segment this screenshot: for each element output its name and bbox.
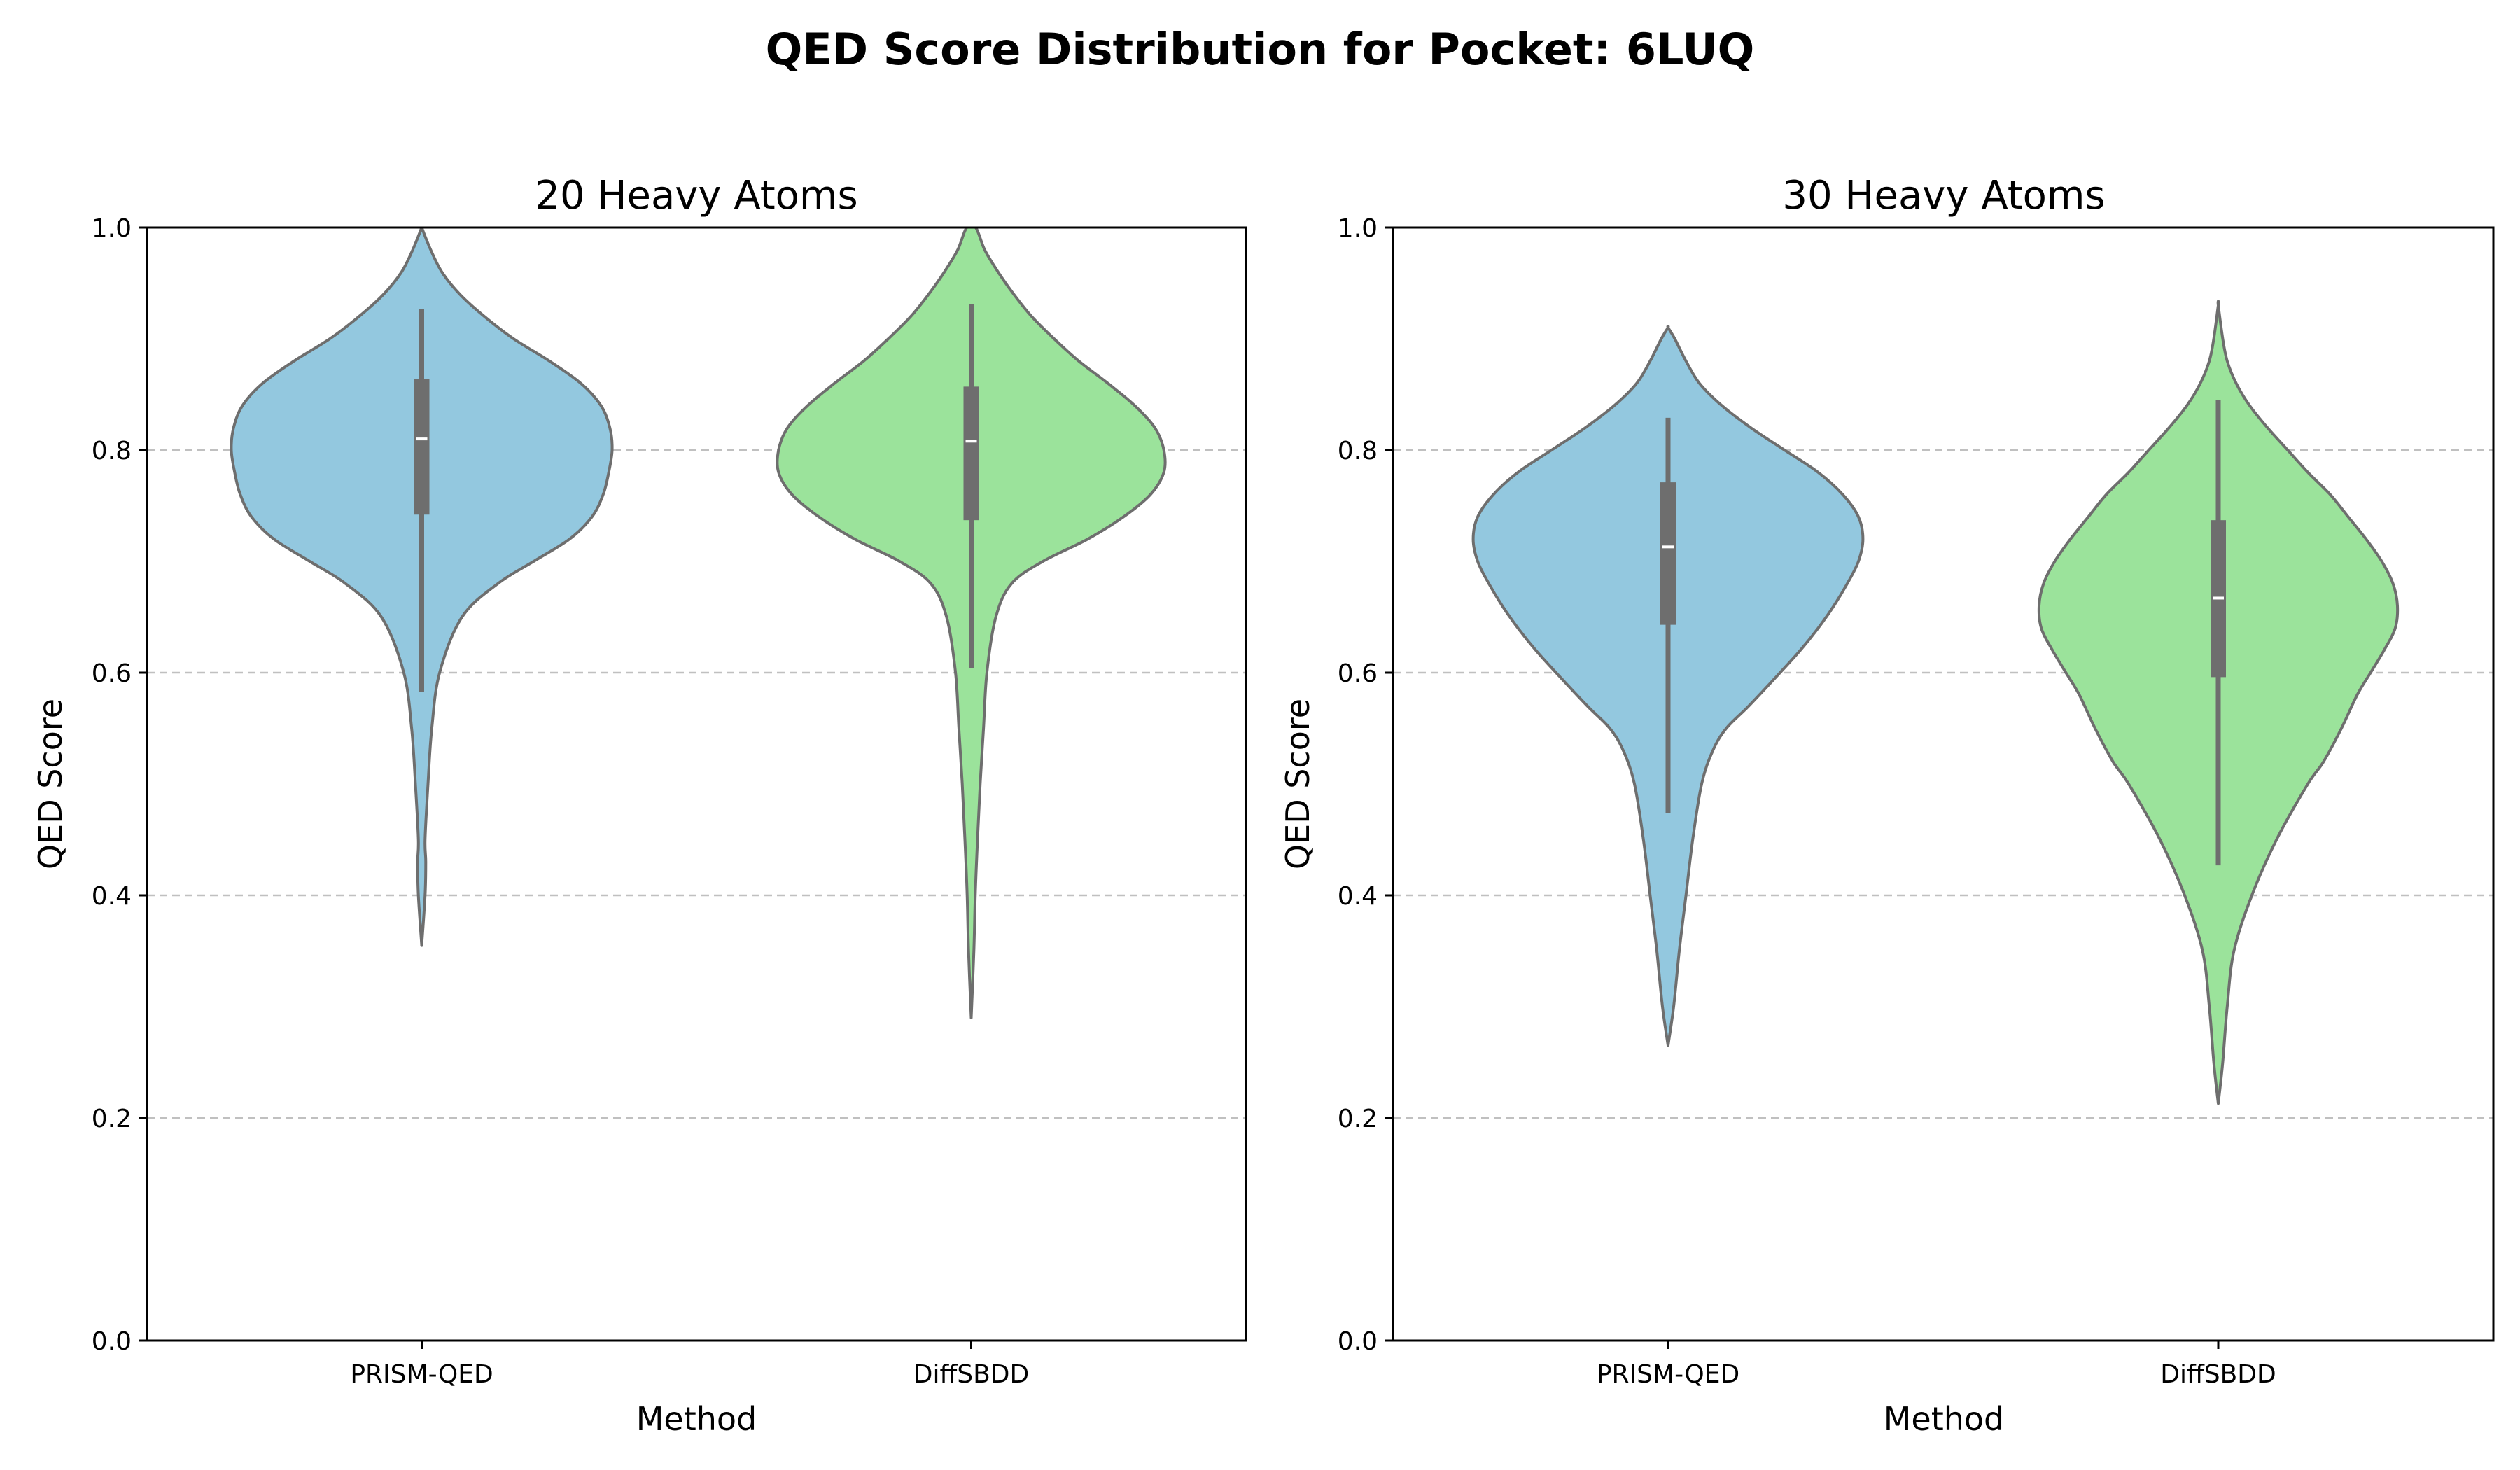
y-tick-label: 0.6 — [92, 659, 132, 688]
y-ticks: 0.0 0.2 0.4 0.6 0.8 1.0 — [1338, 214, 1393, 1356]
x-tick-label: PRISM-QED — [350, 1360, 493, 1389]
y-tick-label: 0.0 — [92, 1327, 132, 1356]
y-tick-label: 0.2 — [92, 1105, 132, 1133]
panel-30-heavy-atoms: 30 Heavy Atoms Method QED Score 0.00.20.… — [1279, 173, 2495, 1438]
panel-20-heavy-atoms: 20 Heavy Atoms Method QED Score 0.00.20.… — [31, 173, 1247, 1438]
y-tick-label: 0.4 — [1338, 882, 1378, 911]
figure-title: QED Score Distribution for Pocket: 6LUQ — [766, 24, 1755, 75]
y-tick-label: 0.4 — [92, 882, 132, 911]
y-tick-label: 1.0 — [1338, 214, 1378, 243]
x-tick-label: DiffSBDD — [2160, 1360, 2276, 1389]
y-axis-label: QED Score — [31, 699, 69, 869]
x-axis-label: Method — [636, 1400, 757, 1438]
x-ticks: PRISM-QED DiffSBDD — [350, 1340, 1029, 1389]
y-tick-label: 0.0 — [1338, 1327, 1378, 1356]
y-tick-label: 1.0 — [92, 214, 132, 243]
x-tick-label: PRISM-QED — [1597, 1360, 1740, 1389]
iqr-box-diffsbdd — [963, 386, 979, 521]
iqr-box-prism-qed — [1660, 482, 1676, 625]
y-axis-label: QED Score — [1279, 699, 1317, 869]
axes-frame — [1392, 226, 2495, 1342]
x-axis-label: Method — [1884, 1400, 2005, 1438]
y-tick-label: 0.8 — [1338, 437, 1378, 465]
iqr-box-prism-qed — [414, 379, 430, 515]
plot-area — [230, 227, 1167, 1019]
axes-frame — [146, 226, 1247, 1342]
x-tick-label: DiffSBDD — [913, 1360, 1030, 1389]
y-tick-label: 0.8 — [92, 437, 132, 465]
y-tick-label: 0.2 — [1338, 1105, 1378, 1133]
panel-title: 20 Heavy Atoms — [535, 173, 858, 218]
y-tick-label: 0.6 — [1338, 659, 1378, 688]
panel-title: 30 Heavy Atoms — [1782, 173, 2105, 218]
y-ticks: 0.0 0.2 0.4 0.6 0.8 1.0 — [92, 214, 147, 1356]
x-ticks: PRISM-QED DiffSBDD — [1597, 1340, 2276, 1389]
plot-area — [1471, 300, 2400, 1105]
